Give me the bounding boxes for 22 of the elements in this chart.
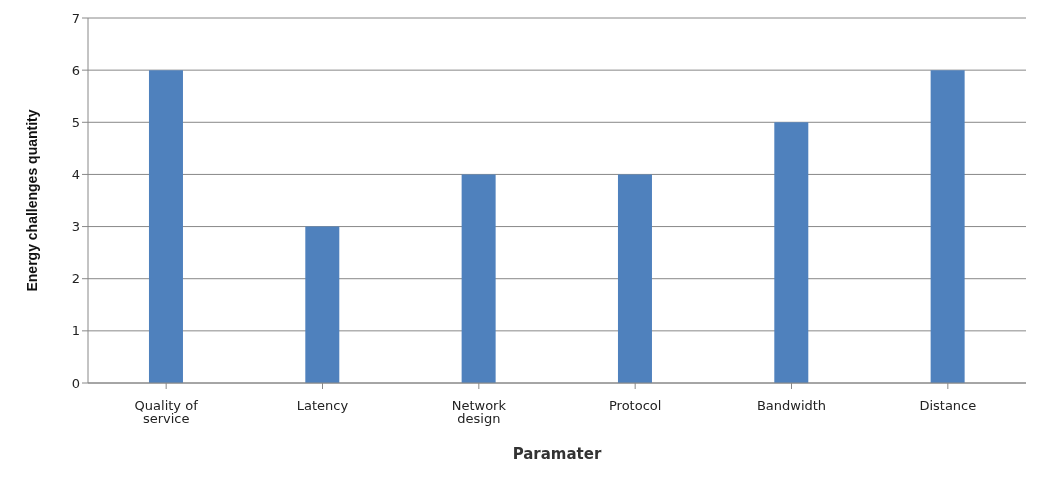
x-tick-label: Network design xyxy=(451,398,507,427)
y-tick-label: 4 xyxy=(71,167,80,183)
bar xyxy=(148,70,183,383)
x-tick-label: Latency xyxy=(296,398,349,414)
bar xyxy=(461,174,496,383)
x-tick-label: Protocol xyxy=(608,398,662,414)
x-axis-title: Paramater xyxy=(512,445,602,463)
y-tick-label: 5 xyxy=(71,114,80,130)
y-tick-label: 3 xyxy=(71,219,80,235)
bar xyxy=(930,70,965,383)
y-axis-title: Energy challenges quantity xyxy=(23,109,40,292)
y-tick-label: 1 xyxy=(71,323,80,339)
y-tick-label: 7 xyxy=(71,10,80,26)
y-tick-label: 0 xyxy=(71,375,80,391)
x-tick-label: Quality of service xyxy=(134,398,199,427)
bar xyxy=(617,174,652,383)
x-tick-label: Bandwidth xyxy=(756,398,827,414)
bar xyxy=(774,122,809,383)
bar xyxy=(305,226,340,383)
x-tick-label: Distance xyxy=(919,398,977,414)
y-tick-label: 6 xyxy=(71,62,80,78)
y-tick-label: 2 xyxy=(71,271,80,287)
